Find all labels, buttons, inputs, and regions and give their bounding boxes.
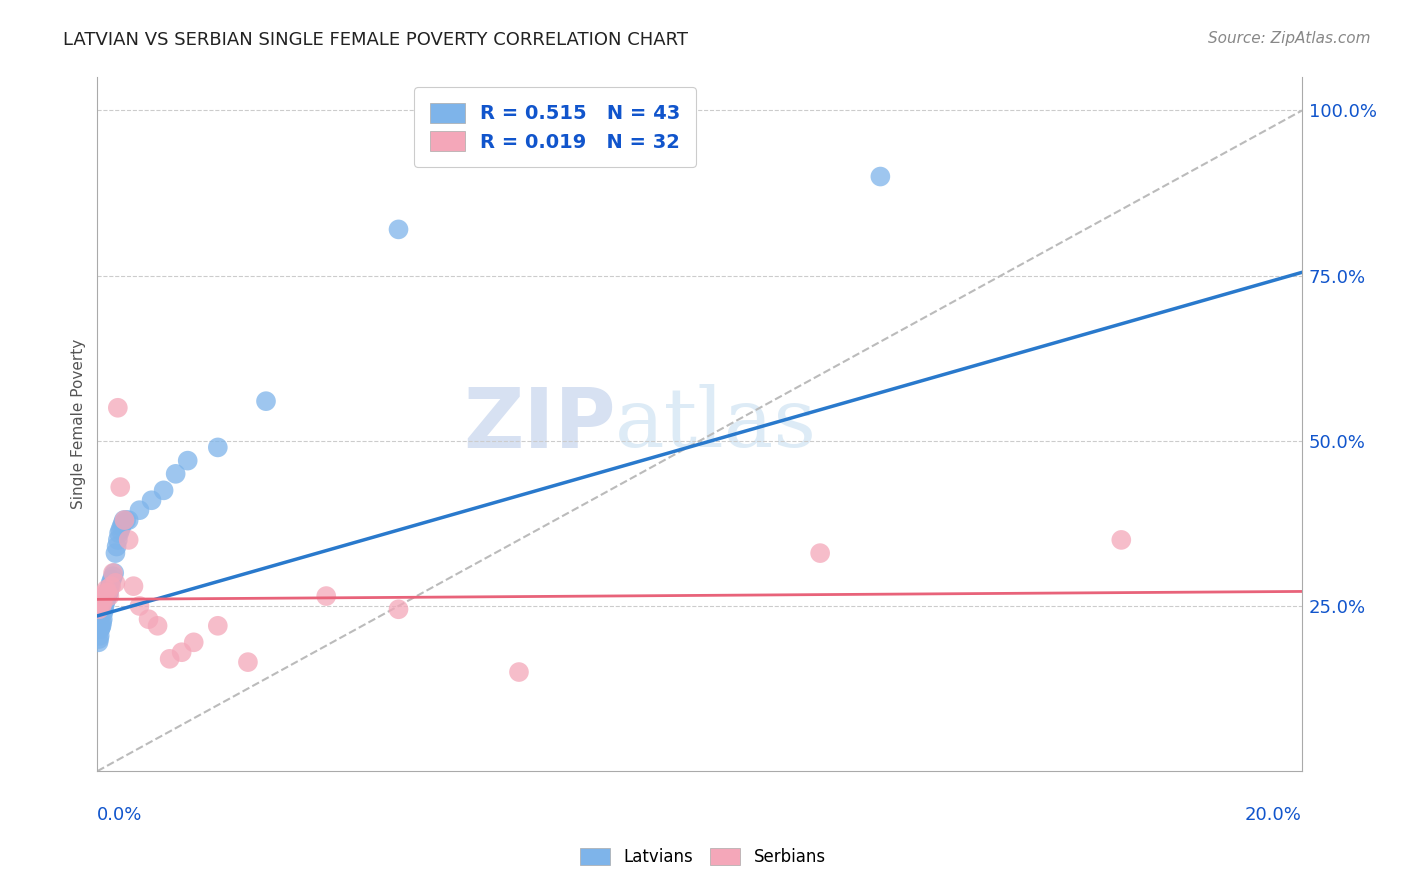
Point bbox=[101, 566, 124, 580]
Point bbox=[128, 503, 150, 517]
Text: atlas: atlas bbox=[616, 384, 817, 465]
Point bbox=[93, 606, 115, 620]
Legend: Latvians, Serbians: Latvians, Serbians bbox=[574, 841, 832, 873]
Point bbox=[808, 546, 831, 560]
Point bbox=[87, 599, 110, 613]
Point bbox=[90, 599, 112, 613]
Point bbox=[387, 222, 409, 236]
Point bbox=[254, 394, 277, 409]
Point bbox=[869, 169, 891, 184]
Point bbox=[104, 546, 127, 560]
Legend: R = 0.515   N = 43, R = 0.019   N = 32: R = 0.515 N = 43, R = 0.019 N = 32 bbox=[415, 87, 696, 167]
Point bbox=[128, 599, 150, 613]
Point bbox=[118, 513, 141, 527]
Point bbox=[89, 622, 111, 636]
Point bbox=[183, 635, 205, 649]
Text: 20.0%: 20.0% bbox=[1246, 805, 1302, 824]
Text: 0.0%: 0.0% bbox=[97, 805, 143, 824]
Point bbox=[115, 513, 138, 527]
Point bbox=[87, 635, 110, 649]
Point bbox=[107, 533, 129, 547]
Y-axis label: Single Female Poverty: Single Female Poverty bbox=[72, 339, 86, 509]
Point bbox=[98, 579, 121, 593]
Text: Source: ZipAtlas.com: Source: ZipAtlas.com bbox=[1208, 31, 1371, 46]
Point bbox=[112, 513, 135, 527]
Point bbox=[110, 523, 132, 537]
Point bbox=[118, 533, 141, 547]
Point bbox=[97, 586, 120, 600]
Point bbox=[110, 519, 132, 533]
Point bbox=[90, 596, 112, 610]
Point bbox=[176, 453, 198, 467]
Point bbox=[170, 645, 193, 659]
Point bbox=[207, 441, 229, 455]
Point bbox=[93, 602, 115, 616]
Point bbox=[1111, 533, 1133, 547]
Point bbox=[207, 619, 229, 633]
Point bbox=[90, 619, 112, 633]
Point bbox=[165, 467, 187, 481]
Point bbox=[96, 592, 118, 607]
Point bbox=[89, 629, 111, 643]
Point bbox=[97, 586, 120, 600]
Point bbox=[96, 589, 118, 603]
Text: LATVIAN VS SERBIAN SINGLE FEMALE POVERTY CORRELATION CHART: LATVIAN VS SERBIAN SINGLE FEMALE POVERTY… bbox=[63, 31, 689, 49]
Point bbox=[108, 526, 131, 541]
Point bbox=[315, 589, 337, 603]
Point bbox=[138, 612, 160, 626]
Point bbox=[105, 540, 128, 554]
Point bbox=[100, 575, 122, 590]
Point bbox=[107, 401, 129, 415]
Point bbox=[98, 582, 121, 597]
Point bbox=[114, 513, 136, 527]
Point bbox=[89, 632, 111, 646]
Point bbox=[152, 483, 174, 498]
Point bbox=[94, 592, 117, 607]
Point bbox=[110, 480, 132, 494]
Point bbox=[89, 592, 111, 607]
Point bbox=[100, 579, 122, 593]
Point bbox=[89, 602, 111, 616]
Point bbox=[94, 596, 117, 610]
Text: ZIP: ZIP bbox=[463, 384, 616, 465]
Point bbox=[91, 615, 114, 630]
Point bbox=[97, 589, 120, 603]
Point bbox=[96, 582, 118, 597]
Point bbox=[508, 665, 530, 679]
Point bbox=[93, 589, 115, 603]
Point bbox=[104, 575, 127, 590]
Point bbox=[93, 599, 115, 613]
Point bbox=[236, 655, 259, 669]
Point bbox=[91, 612, 114, 626]
Point bbox=[91, 596, 114, 610]
Point bbox=[146, 619, 169, 633]
Point bbox=[387, 602, 409, 616]
Point bbox=[97, 586, 120, 600]
Point bbox=[103, 566, 125, 580]
Point bbox=[141, 493, 163, 508]
Point bbox=[101, 569, 124, 583]
Point bbox=[94, 586, 117, 600]
Point bbox=[101, 573, 124, 587]
Point bbox=[111, 516, 134, 531]
Point bbox=[122, 579, 145, 593]
Point bbox=[98, 589, 121, 603]
Point bbox=[90, 620, 112, 634]
Point bbox=[159, 652, 181, 666]
